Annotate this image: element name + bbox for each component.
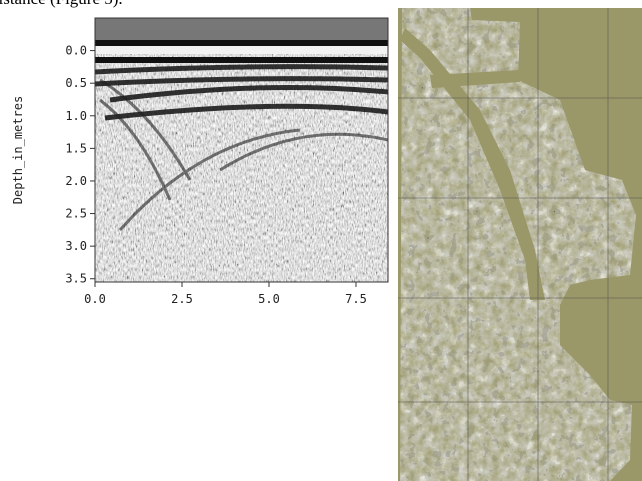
x-tick-label: 5.0	[258, 292, 280, 306]
x-tick-label: 7.5	[345, 292, 367, 306]
y-tick-label: 2.5	[65, 207, 87, 221]
y-tick-label: 0.0	[65, 44, 87, 58]
y-tick-label: 0.5	[65, 76, 87, 90]
x-tick-label: 2.5	[171, 292, 193, 306]
page: distance (Figure 5). Depth_in_metres 0.0…	[0, 0, 642, 481]
y-tick-label: 3.5	[65, 272, 87, 286]
y-axis-label: Depth_in_metres	[11, 96, 25, 204]
caption: distance (Figure 5).	[0, 0, 123, 8]
x-tick-label: 0.0	[84, 292, 106, 306]
y-tick-label: 1.0	[65, 109, 87, 123]
figure: distance (Figure 5). Depth_in_metres 0.0…	[0, 0, 642, 481]
y-tick-label: 2.0	[65, 174, 87, 188]
radargram-image	[95, 18, 388, 282]
y-tick-label: 1.5	[65, 141, 87, 155]
site-map	[398, 8, 642, 481]
y-tick-label: 3.0	[65, 239, 87, 253]
